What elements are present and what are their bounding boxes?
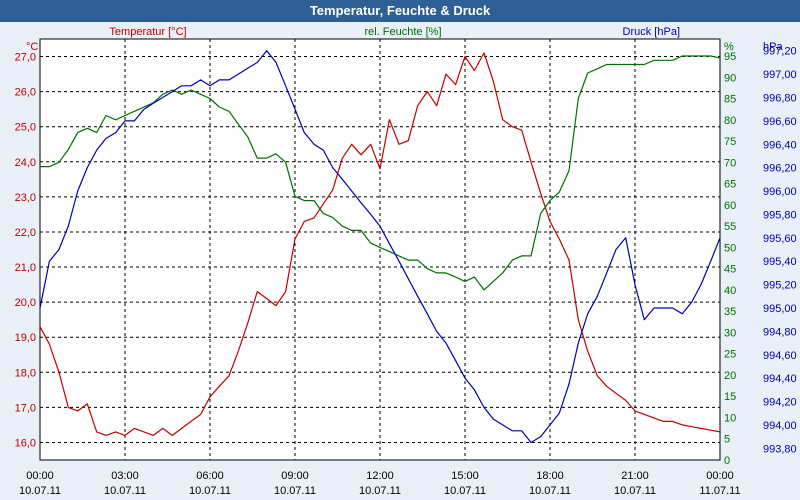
pressure-tick-label: 996,00	[763, 186, 797, 198]
x-date-label: 10.07.11	[19, 485, 61, 497]
left-tick-label: 24,0	[15, 157, 36, 169]
pressure-tick-label: 995,20	[763, 280, 797, 292]
x-time-label: 06:00	[196, 470, 224, 482]
pressure-tick-label: 994,40	[763, 373, 797, 385]
x-date-label: 10.07.11	[274, 485, 316, 497]
left-tick-label: 19,0	[15, 332, 36, 344]
x-time-label: 12:00	[366, 470, 394, 482]
humidity-tick-label: 65	[724, 179, 736, 191]
humidity-tick-label: 15	[724, 391, 736, 403]
left-tick-label: 21,0	[15, 262, 36, 274]
humidity-tick-label: 80	[724, 115, 736, 127]
x-time-label: 03:00	[111, 470, 139, 482]
humidity-tick-label: 45	[724, 264, 736, 276]
humidity-tick-label: 90	[724, 72, 736, 84]
left-tick-label: 16,0	[15, 437, 36, 449]
x-date-label: 10.07.11	[444, 485, 486, 497]
chart-title: Temperatur, Feuchte & Druck	[0, 0, 800, 22]
x-date-label: 10.07.11	[189, 485, 231, 497]
x-time-label: 15:00	[451, 470, 479, 482]
humidity-tick-label: 95	[724, 51, 736, 63]
pressure-tick-label: 995,60	[763, 233, 797, 245]
pressure-tick-label: 995,00	[763, 303, 797, 315]
pressure-tick-label: 997,20	[763, 46, 797, 58]
humidity-tick-label: 40	[724, 285, 736, 297]
pressure-tick-label: 994,80	[763, 326, 797, 338]
pressure-tick-label: 993,80	[763, 443, 797, 455]
pressure-tick-label: 994,20	[763, 397, 797, 409]
x-time-label: 18:00	[536, 470, 564, 482]
pressure-tick-label: 996,80	[763, 92, 797, 104]
x-time-label: 09:00	[281, 470, 309, 482]
pressure-axis-unit: hPa	[763, 41, 783, 53]
left-tick-label: 27,0	[15, 52, 36, 64]
temperature-line	[39, 52, 721, 436]
pressure-tick-label: 995,40	[763, 256, 797, 268]
pressure-tick-label: 996,40	[763, 139, 797, 151]
pressure-tick-label: 994,60	[763, 350, 797, 362]
humidity-tick-label: 75	[724, 136, 736, 148]
humidity-tick-label: 5	[724, 434, 730, 446]
left-tick-label: 26,0	[15, 87, 36, 99]
x-date-label: 11.07.11	[699, 485, 740, 497]
humidity-tick-label: 60	[724, 200, 736, 212]
pressure-line	[39, 50, 721, 444]
pressure-tick-label: 994,00	[763, 420, 797, 432]
pressure-tick-label: 997,00	[763, 69, 797, 81]
x-date-label: 10.07.11	[104, 485, 146, 497]
x-time-label: 00:00	[26, 470, 54, 482]
humidity-tick-label: 70	[724, 157, 736, 169]
humidity-tick-label: 20	[724, 370, 736, 382]
pressure-tick-label: 995,80	[763, 209, 797, 221]
left-tick-label: 20,0	[15, 297, 36, 309]
humidity-tick-label: 50	[724, 242, 736, 254]
legend-entry: rel. Feuchte [%]	[364, 26, 441, 38]
pressure-tick-label: 996,60	[763, 116, 797, 128]
left-tick-label: 25,0	[15, 122, 36, 134]
left-tick-label: 23,0	[15, 192, 36, 204]
x-time-label: 21:00	[621, 470, 649, 482]
humidity-tick-label: 10	[724, 412, 736, 424]
humidity-tick-label: 0	[724, 455, 730, 467]
left-tick-label: 18,0	[15, 367, 36, 379]
left-tick-label: 22,0	[15, 227, 36, 239]
x-date-label: 10.07.11	[614, 485, 656, 497]
humidity-tick-label: 35	[724, 306, 736, 318]
left-axis-unit: °C	[26, 41, 38, 53]
x-date-label: 10.07.11	[529, 485, 571, 497]
humidity-axis-unit: %	[724, 41, 734, 53]
pressure-tick-label: 996,20	[763, 163, 797, 175]
humidity-tick-label: 30	[724, 327, 736, 339]
x-time-label: 00:00	[706, 470, 734, 482]
humidity-tick-label: 55	[724, 221, 736, 233]
legend-entry: Druck [hPa]	[623, 26, 680, 38]
humidity-tick-label: 85	[724, 94, 736, 106]
humidity-tick-label: 25	[724, 349, 736, 361]
legend-entry: Temperatur [°C]	[109, 26, 186, 38]
left-tick-label: 17,0	[15, 402, 36, 414]
x-date-label: 10.07.11	[359, 485, 401, 497]
